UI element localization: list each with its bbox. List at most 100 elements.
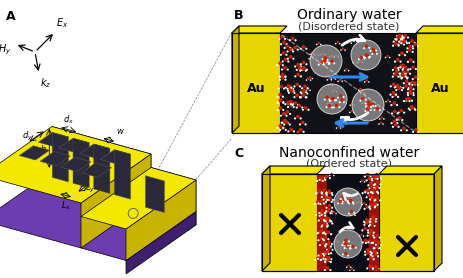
Circle shape: [360, 202, 361, 203]
Circle shape: [321, 61, 324, 63]
Text: $k_z$: $k_z$: [40, 76, 51, 90]
Circle shape: [326, 59, 328, 61]
Circle shape: [366, 239, 370, 243]
Circle shape: [338, 101, 340, 103]
Circle shape: [339, 127, 341, 129]
Circle shape: [349, 105, 350, 106]
Bar: [316, 174, 378, 271]
Circle shape: [402, 67, 404, 69]
Circle shape: [325, 96, 328, 99]
Circle shape: [368, 103, 371, 106]
Circle shape: [369, 254, 371, 256]
Text: $L_x$: $L_x$: [60, 199, 70, 212]
Circle shape: [306, 93, 308, 95]
Circle shape: [310, 52, 313, 54]
Circle shape: [309, 56, 312, 58]
Circle shape: [301, 45, 305, 49]
Circle shape: [375, 252, 377, 254]
Circle shape: [407, 97, 410, 101]
Circle shape: [367, 57, 369, 59]
Circle shape: [363, 175, 365, 178]
Circle shape: [398, 66, 400, 68]
Circle shape: [328, 98, 330, 101]
Circle shape: [371, 242, 373, 244]
Circle shape: [368, 208, 370, 210]
Circle shape: [369, 251, 371, 253]
Circle shape: [347, 240, 349, 242]
Circle shape: [323, 215, 325, 217]
Circle shape: [313, 54, 314, 55]
Circle shape: [288, 55, 292, 58]
Circle shape: [372, 50, 375, 53]
Circle shape: [278, 79, 281, 81]
Circle shape: [350, 40, 380, 70]
Circle shape: [340, 203, 342, 204]
Circle shape: [393, 66, 397, 70]
Circle shape: [373, 265, 377, 269]
Circle shape: [327, 253, 329, 255]
Circle shape: [356, 202, 357, 203]
Circle shape: [292, 102, 294, 105]
Circle shape: [299, 117, 301, 120]
Circle shape: [343, 197, 347, 201]
Circle shape: [341, 244, 343, 246]
Circle shape: [322, 239, 325, 242]
Circle shape: [327, 62, 330, 64]
Circle shape: [324, 201, 326, 203]
Circle shape: [288, 100, 292, 103]
Circle shape: [344, 247, 346, 249]
Circle shape: [323, 250, 327, 254]
Circle shape: [357, 40, 358, 42]
Circle shape: [368, 221, 370, 223]
Circle shape: [373, 225, 375, 227]
Circle shape: [325, 243, 329, 246]
Circle shape: [282, 101, 284, 103]
Circle shape: [324, 245, 326, 247]
Circle shape: [334, 104, 338, 107]
Circle shape: [300, 106, 303, 109]
Circle shape: [375, 204, 378, 206]
Circle shape: [403, 66, 407, 70]
Circle shape: [402, 111, 404, 114]
Circle shape: [370, 196, 372, 198]
Circle shape: [408, 58, 412, 62]
Circle shape: [365, 204, 366, 205]
Circle shape: [314, 214, 317, 216]
Circle shape: [338, 106, 340, 108]
Circle shape: [410, 100, 412, 102]
Circle shape: [359, 181, 361, 183]
Circle shape: [370, 255, 373, 257]
Circle shape: [330, 220, 332, 222]
Circle shape: [305, 48, 307, 50]
Circle shape: [372, 175, 376, 179]
Circle shape: [324, 75, 326, 77]
Circle shape: [391, 76, 393, 78]
Circle shape: [335, 91, 337, 93]
Circle shape: [335, 127, 337, 129]
Polygon shape: [81, 163, 112, 177]
Circle shape: [325, 61, 326, 63]
Circle shape: [409, 81, 413, 84]
Circle shape: [291, 50, 294, 53]
Circle shape: [278, 124, 282, 128]
Circle shape: [332, 76, 334, 79]
Circle shape: [319, 61, 322, 64]
Text: $d_x$: $d_x$: [63, 113, 74, 126]
Circle shape: [397, 41, 400, 43]
Circle shape: [404, 75, 406, 78]
Circle shape: [276, 127, 278, 129]
Circle shape: [378, 118, 380, 120]
Circle shape: [334, 100, 335, 102]
Circle shape: [288, 47, 291, 49]
Circle shape: [357, 58, 359, 60]
Circle shape: [342, 242, 344, 244]
Circle shape: [375, 218, 376, 220]
Circle shape: [405, 51, 407, 53]
Circle shape: [335, 213, 336, 214]
Circle shape: [328, 75, 330, 77]
Circle shape: [278, 76, 280, 78]
Circle shape: [289, 128, 292, 131]
Circle shape: [407, 100, 410, 102]
Circle shape: [382, 118, 384, 120]
Circle shape: [369, 50, 371, 52]
